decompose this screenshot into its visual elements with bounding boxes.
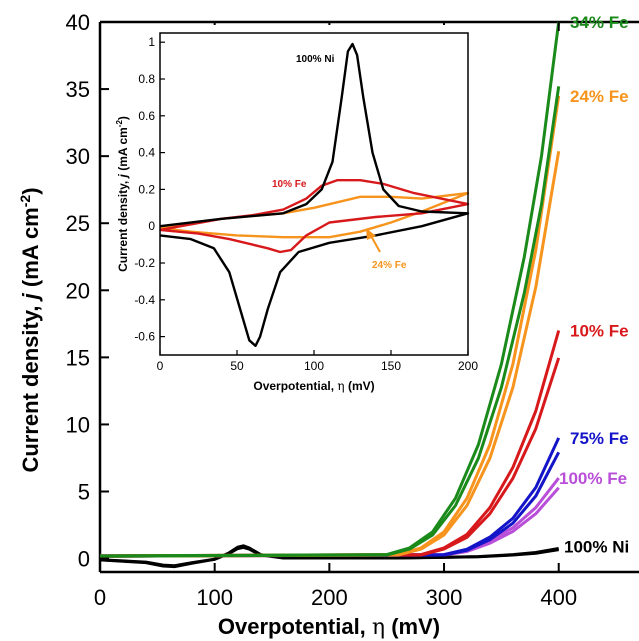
main-y-tick-label: 5 bbox=[78, 480, 90, 505]
main-y-tick-label: 0 bbox=[78, 547, 90, 572]
main-label-75-fe: 75% Fe bbox=[570, 429, 629, 448]
inset-x-tick-label: 100 bbox=[304, 359, 324, 373]
main-label-24-fe: 24% Fe bbox=[570, 87, 629, 106]
inset-x-tick-label: 150 bbox=[381, 359, 401, 373]
main-x-tick-label: 300 bbox=[426, 585, 463, 610]
inset-frame bbox=[159, 32, 469, 356]
main-series-labels: 34% Fe 24% Fe 10% Fe 75% Fe 100% Fe 100% Ni bbox=[559, 13, 629, 557]
main-x-axis-label: Overpotential, η (mV) bbox=[218, 614, 440, 640]
main-series-10-fe-return bbox=[99, 357, 561, 558]
inset-x-tick-label: 0 bbox=[157, 359, 164, 373]
main-label-100-ni: 100% Ni bbox=[564, 538, 629, 557]
main-y-tick-label: 25 bbox=[66, 211, 90, 236]
inset-y-tick-label: -0.2 bbox=[134, 256, 155, 270]
inset-label-24-fe: 24% Fe bbox=[372, 260, 407, 271]
main-series-24-fe-return bbox=[99, 151, 561, 558]
main-label-10-fe: 10% Fe bbox=[570, 322, 629, 341]
inset-y-tick-label: 0.2 bbox=[138, 182, 155, 196]
inset-arrow-24-fe bbox=[366, 228, 381, 253]
inset-axis-ticks: 0 50 100 150 200 -0.6 -0.4 -0.2 0 0.2 0.4 0.6 0.8 1 bbox=[134, 35, 478, 373]
main-y-tick-label: 35 bbox=[66, 77, 90, 102]
main-x-tick-label: 200 bbox=[311, 585, 348, 610]
main-series-75-fe-return bbox=[99, 451, 561, 558]
main-y-axis-label: Current density, j (mA cm-2) bbox=[17, 187, 43, 472]
main-x-tick-label: 100 bbox=[196, 585, 233, 610]
inset-y-tick-label: 0.4 bbox=[138, 146, 155, 160]
inset-x-tick-label: 50 bbox=[230, 359, 244, 373]
main-series-lines bbox=[99, 21, 561, 569]
main-x-tick-label: 0 bbox=[94, 585, 106, 610]
inset-y-tick-label: 1 bbox=[148, 35, 155, 49]
inset-y-tick-label: -0.4 bbox=[134, 293, 155, 307]
inset-background bbox=[160, 25, 468, 355]
inset-label-10-fe: 10% Fe bbox=[272, 179, 307, 190]
main-label-34-fe: 34% Fe bbox=[570, 13, 629, 32]
inset-y-tick-label: 0 bbox=[148, 219, 155, 233]
main-series-100-fe-return bbox=[99, 486, 560, 558]
main-label-100-fe: 100% Fe bbox=[559, 469, 627, 488]
inset-y-tick-label: 0.6 bbox=[138, 109, 155, 123]
main-series-100-ni-return bbox=[99, 545, 559, 568]
inset-label-100-ni: 100% Ni bbox=[296, 54, 335, 65]
inset-series-100-ni bbox=[159, 42, 470, 347]
main-y-tick-label: 40 bbox=[66, 10, 90, 35]
main-plot-area bbox=[98, 20, 639, 574]
inset-series-10-fe bbox=[159, 179, 470, 254]
main-y-tick-label: 20 bbox=[66, 278, 90, 303]
inset-y-tick-label: 0.8 bbox=[138, 72, 155, 86]
main-series-34-fe-return bbox=[99, 86, 561, 558]
main-y-tick-label: 30 bbox=[66, 144, 90, 169]
inset-y-tick-label: -0.6 bbox=[134, 330, 155, 344]
inset-y-axis-label: Current density, j (mA cm-2) bbox=[115, 116, 130, 272]
main-y-tick-label: 15 bbox=[66, 345, 90, 370]
main-x-tick-label: 400 bbox=[540, 585, 577, 610]
inset-x-axis-label: Overpotential, η (mV) bbox=[253, 379, 374, 393]
main-y-tick-label: 10 bbox=[66, 412, 90, 437]
inset-x-tick-label: 200 bbox=[458, 359, 478, 373]
